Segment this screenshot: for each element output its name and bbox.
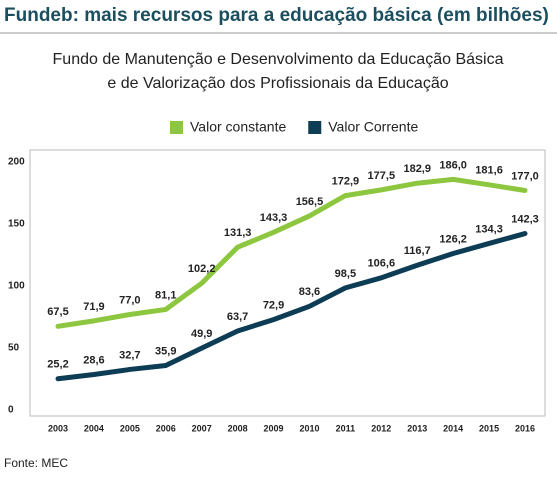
x-tick-label: 2003 [48, 423, 68, 433]
legend-swatch [308, 121, 322, 134]
data-label: 177,5 [368, 170, 396, 182]
data-label: 81,1 [155, 289, 176, 301]
y-tick-label: 100 [8, 281, 25, 292]
y-tick-label: 0 [8, 405, 14, 416]
data-label: 67,5 [47, 306, 68, 318]
data-label: 83,6 [299, 286, 320, 298]
data-label: 172,9 [332, 176, 360, 188]
data-label: 32,7 [119, 349, 140, 361]
data-label: 77,0 [119, 294, 140, 306]
data-label: 102,2 [188, 263, 216, 275]
subtitle: e de Valorização dos Profissionais da Ed… [107, 75, 448, 92]
x-tick-label: 2016 [515, 423, 535, 433]
data-label: 142,3 [511, 213, 539, 225]
chart-title: Fundeb: mais recursos para a educação bá… [4, 5, 549, 26]
data-label: 28,6 [83, 354, 104, 366]
source: Fonte: MEC [4, 456, 68, 470]
x-tick-label: 2007 [192, 423, 212, 433]
legend-label: Valor constante [190, 119, 286, 135]
data-label: 106,6 [368, 258, 396, 270]
x-tick-label: 2015 [479, 423, 499, 433]
legend-swatch [170, 121, 183, 134]
subtitle: Fundo de Manutenção e Desenvolvimento da… [53, 51, 504, 68]
plot-frame [29, 149, 546, 417]
x-tick-label: 2006 [156, 423, 176, 433]
data-label: 143,3 [260, 212, 288, 224]
y-tick-label: 150 [8, 219, 25, 230]
x-tick-label: 2013 [407, 423, 427, 433]
data-label: 181,6 [475, 165, 503, 177]
data-label: 177,0 [511, 170, 539, 182]
data-label: 35,9 [155, 345, 176, 357]
data-label: 126,2 [439, 233, 467, 245]
data-label: 134,3 [475, 223, 503, 235]
x-tick-label: 2014 [443, 423, 463, 433]
series-line [55, 231, 528, 382]
series-line [55, 176, 528, 329]
data-label: 131,3 [224, 227, 252, 239]
x-tick-label: 2010 [299, 423, 319, 433]
x-tick-label: 2004 [84, 423, 104, 433]
x-tick-label: 2005 [120, 423, 140, 433]
y-tick-label: 200 [8, 157, 25, 168]
x-tick-label: 2009 [264, 423, 284, 433]
data-label: 156,5 [296, 196, 324, 208]
y-tick-label: 50 [8, 343, 20, 354]
x-tick-label: 2012 [371, 423, 391, 433]
data-label: 25,2 [47, 359, 68, 371]
x-tick-label: 2011 [336, 423, 356, 433]
data-label: 116,7 [404, 245, 431, 257]
data-label: 98,5 [335, 268, 356, 280]
legend-label: Valor Corrente [328, 119, 418, 135]
data-label: 186,0 [439, 159, 467, 171]
data-label: 182,9 [403, 163, 431, 175]
data-label: 49,9 [191, 328, 212, 340]
data-label: 63,7 [227, 311, 248, 323]
data-label: 72,9 [263, 300, 284, 312]
x-tick-label: 2008 [228, 423, 248, 433]
data-label: 71,9 [83, 301, 104, 313]
